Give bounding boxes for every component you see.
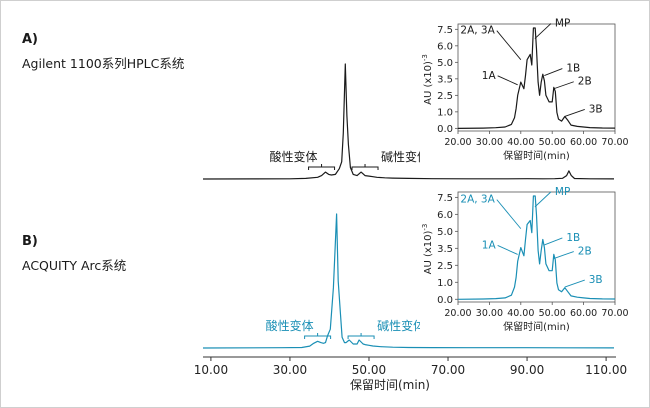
inset-a-x-tick-label: 40.00 bbox=[507, 137, 534, 148]
variant-label-a-1: 碱性变体 bbox=[381, 149, 429, 164]
inset-b-annotation-arrow-5 bbox=[564, 279, 585, 288]
inset-a-frame bbox=[457, 23, 616, 132]
inset-b-y-tick-label: 1.0 bbox=[437, 278, 453, 289]
main-x-tick-label: 110.00 bbox=[585, 363, 627, 377]
inset-b-x-tick-label: 40.00 bbox=[507, 308, 534, 319]
inset-a-y-tick-label: 7.5 bbox=[437, 25, 453, 36]
inset-b-peak-label: 2A, 3A bbox=[460, 194, 495, 206]
panel-b-system-label: ACQUITY Arc系统 bbox=[22, 258, 127, 273]
inset-b-trace-line bbox=[457, 195, 616, 300]
inset-b-frame bbox=[457, 191, 616, 303]
variant-label-a-0: 酸性变体 bbox=[270, 149, 318, 164]
inset-b-y-tick-label: 0.0 bbox=[437, 295, 453, 306]
inset-a-peak-label: 2A, 3A bbox=[460, 25, 495, 37]
inset-a-x-tick-label: 70.00 bbox=[601, 137, 628, 148]
variant-label-b-0: 酸性变体 bbox=[266, 318, 314, 333]
inset-a-peak-label: 3B bbox=[589, 103, 603, 115]
inset-b-x-tick-label: 20.00 bbox=[444, 308, 471, 319]
main-x-tick-label: 10.00 bbox=[194, 363, 228, 377]
inset-b-y-tick-label: 2.5 bbox=[437, 261, 453, 272]
inset-b-annotation-arrow-0 bbox=[496, 199, 522, 229]
inset-a-y-tick-label: 5.0 bbox=[437, 58, 453, 69]
inset-a-peak-label: 1A bbox=[482, 70, 497, 82]
inset-b-y-tick-label: 5.0 bbox=[437, 227, 453, 238]
inset-b-x-tick-label: 30.00 bbox=[476, 308, 503, 319]
main-trace-a-line bbox=[202, 63, 615, 180]
inset-a-annotation-arrow-1 bbox=[534, 23, 552, 39]
panel-a-system-label: Agilent 1100系列HPLC系统 bbox=[22, 56, 185, 71]
inset-a-peak-label: 1B bbox=[566, 63, 580, 75]
inset-a-x-tick-label: 20.00 bbox=[444, 137, 471, 148]
inset-a-x-tick-label: 50.00 bbox=[539, 137, 566, 148]
inset-a-x-axis-title: 保留时间(min) bbox=[503, 149, 570, 162]
inset-a-trace-line bbox=[457, 27, 616, 129]
inset-a-peak-label: MP bbox=[555, 18, 570, 30]
inset-a-background bbox=[420, 18, 630, 167]
inset-b-annotation-arrow-2 bbox=[497, 245, 518, 255]
panel-b-letter: B) bbox=[22, 234, 38, 249]
variant-label-b-1: 碱性变体 bbox=[377, 318, 425, 333]
inset-b-annotation-arrow-1 bbox=[534, 191, 552, 208]
inset-b-x-axis-title: 保留时间(min) bbox=[503, 320, 570, 333]
inset-b-peak-label: 3B bbox=[589, 274, 603, 286]
main-x-tick-label: 90.00 bbox=[510, 363, 544, 377]
inset-a-x-tick-label: 60.00 bbox=[570, 137, 597, 148]
panel-a-letter: A) bbox=[22, 32, 39, 47]
inset-a-annotation-arrow-2 bbox=[497, 75, 518, 86]
main-x-tick-label: 70.00 bbox=[431, 363, 465, 377]
inset-b-peak-label: MP bbox=[555, 186, 570, 198]
main-trace-b-line bbox=[202, 213, 615, 349]
variant-bracket-b-1 bbox=[347, 333, 375, 339]
main-x-tick-label: 50.00 bbox=[352, 363, 386, 377]
inset-b-x-tick-label: 70.00 bbox=[601, 308, 628, 319]
inset-a-y-tick-label: 2.5 bbox=[437, 91, 453, 102]
inset-a-annotation-arrow-0 bbox=[496, 30, 522, 60]
inset-b-background bbox=[420, 186, 630, 338]
variant-bracket-b-0 bbox=[304, 333, 332, 339]
inset-a-y-axis-title: AU (x10)-3 bbox=[421, 54, 434, 105]
main-x-tick-label: 30.00 bbox=[273, 363, 307, 377]
variant-bracket-a-0 bbox=[308, 164, 336, 170]
inset-b-annotation-arrow-4 bbox=[553, 251, 574, 259]
inset-a-y-tick-label: 0.0 bbox=[437, 124, 453, 135]
main-x-axis-title: 保留时间(min) bbox=[350, 378, 430, 392]
inset-a-y-tick-label: 1.0 bbox=[437, 107, 453, 118]
inset-b-peak-label: 2B bbox=[578, 246, 592, 258]
inset-b-peak-label: 1A bbox=[482, 239, 497, 251]
inset-b-peak-label: 1B bbox=[566, 232, 580, 244]
inset-a-annotation-arrow-4 bbox=[553, 81, 574, 90]
inset-b-y-tick-label: 6.0 bbox=[437, 210, 453, 221]
variant-bracket-a-1 bbox=[351, 164, 379, 170]
inset-b-annotation-arrow-3 bbox=[544, 237, 563, 246]
inset-b-y-tick-label: 7.5 bbox=[437, 193, 453, 204]
inset-a-y-tick-label: 3.5 bbox=[437, 74, 453, 85]
inset-a-peak-label: 2B bbox=[578, 76, 592, 88]
inset-b-x-tick-label: 50.00 bbox=[539, 308, 566, 319]
inset-b-y-axis-title: AU (x10)-3 bbox=[421, 224, 434, 275]
inset-b-x-tick-label: 60.00 bbox=[570, 308, 597, 319]
inset-a-y-tick-label: 6.0 bbox=[437, 41, 453, 52]
inset-b-y-tick-label: 3.5 bbox=[437, 244, 453, 255]
inset-a-annotation-arrow-5 bbox=[564, 109, 585, 117]
inset-a-annotation-arrow-3 bbox=[544, 68, 563, 76]
inset-a-x-tick-label: 30.00 bbox=[476, 137, 503, 148]
